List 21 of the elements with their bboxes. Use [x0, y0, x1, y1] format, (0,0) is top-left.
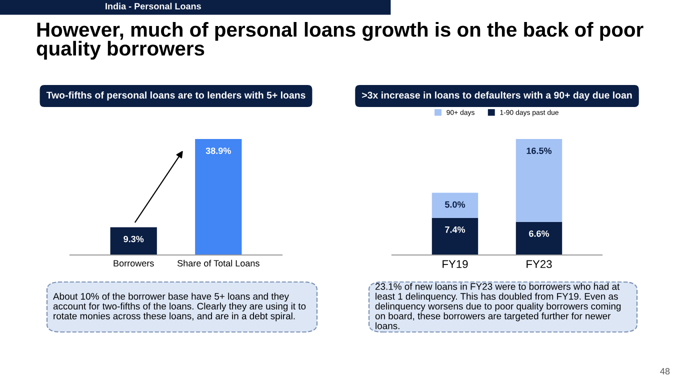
data-label: 9.3% — [124, 236, 144, 242]
data-label: 7.4% — [445, 226, 466, 233]
bar — [432, 218, 478, 255]
text: 48 — [660, 368, 670, 374]
x-tick-label: FY19 — [442, 260, 468, 268]
data-label: 6.6% — [529, 230, 550, 237]
text: 23.1% of new loans in FY23 were to borrowers who had at least 1 delinquency. This has doubled from FY19. Even as delinquency worsens due to poor quality borrowers coming on board, these borrowers are targeted further for newer loans. — [375, 282, 621, 330]
text: However, much of personal loans growth is on the back of poor quality borrowers — [36, 22, 644, 60]
bar — [516, 139, 562, 222]
x-tick-label: Borrowers — [114, 260, 154, 266]
text: India - Personal Loans — [106, 2, 201, 10]
bar — [516, 222, 562, 255]
chart-title: >3x increase in loans to defaulters with a 90+ day due loan — [362, 91, 632, 101]
x-tick-label: FY23 — [526, 260, 552, 268]
data-label: 5.0% — [444, 201, 466, 208]
text: About 10% of the borrower base have 5+ loans and they account for two-fifths of the loans. Clearly they are using it to rotate monies across these loans, and are in a debt spiral. — [53, 292, 306, 322]
x-tick-label: Share of Total Loans — [177, 260, 260, 266]
data-label: 16.5% — [526, 148, 552, 154]
bar — [432, 192, 478, 218]
chart-title: Two-fifths of personal loans are to lenders with 5+ loans — [46, 91, 306, 101]
data-label: 38.9% — [206, 148, 231, 154]
